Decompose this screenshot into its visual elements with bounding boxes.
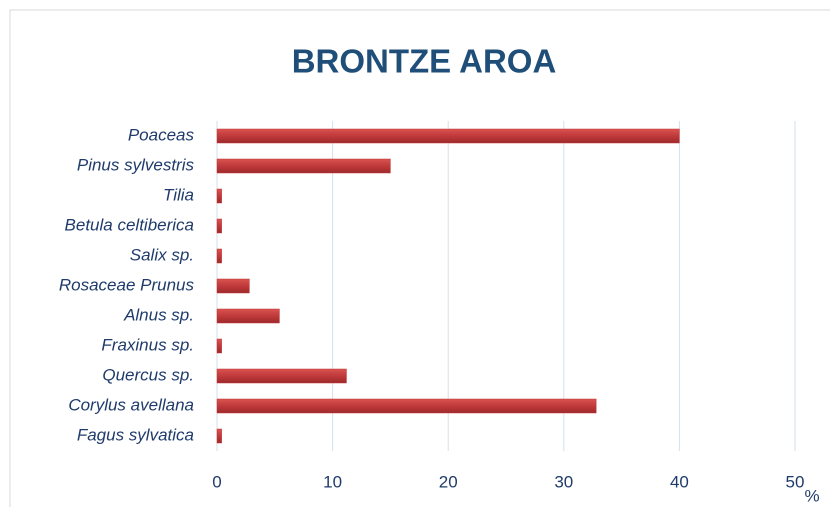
- bar: [216, 278, 250, 294]
- y-tick-label: Corylus avellana: [68, 395, 194, 414]
- y-tick-label: Alnus sp.: [123, 305, 194, 324]
- chart-title: BRONTZE AROA: [292, 43, 557, 80]
- bar: [216, 308, 280, 324]
- x-tick-label: 0: [212, 472, 221, 491]
- y-tick-label: Tilia: [163, 185, 194, 204]
- bar: [216, 188, 222, 204]
- chart-border: [9, 9, 830, 507]
- bar: [216, 248, 222, 264]
- bar: [216, 128, 680, 144]
- bar: [216, 368, 347, 384]
- y-tick-label: Poaceas: [128, 125, 195, 144]
- y-tick-label: Pinus sylvestris: [77, 155, 195, 174]
- y-tick-label: Salix sp.: [130, 245, 194, 264]
- y-tick-label: Rosaceae Prunus: [59, 275, 195, 294]
- x-axis-label: %: [804, 486, 819, 505]
- y-tick-label: Fraxinus sp.: [101, 335, 194, 354]
- x-tick-label: 30: [554, 472, 573, 491]
- bar: [216, 338, 222, 354]
- bar: [216, 158, 391, 174]
- x-tick-label: 50: [786, 472, 805, 491]
- x-tick-label: 20: [439, 472, 458, 491]
- bar: [216, 218, 222, 234]
- y-tick-label: Quercus sp.: [102, 365, 194, 384]
- y-tick-label: Fagus sylvatica: [77, 425, 194, 444]
- x-tick-label: 40: [670, 472, 689, 491]
- y-tick-label: Betula celtiberica: [65, 215, 194, 234]
- bar: [216, 428, 222, 444]
- bar: [216, 398, 597, 414]
- x-tick-label: 10: [323, 472, 342, 491]
